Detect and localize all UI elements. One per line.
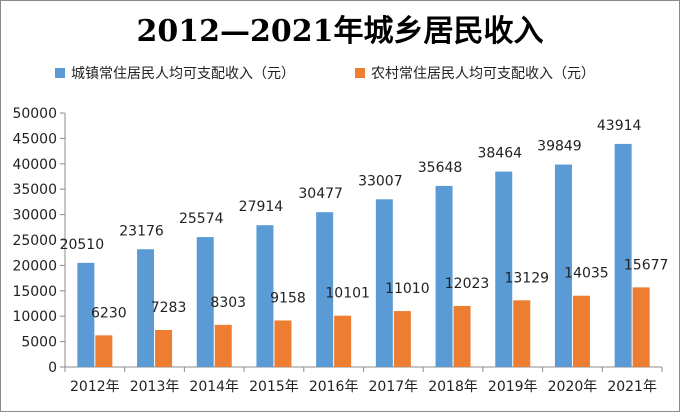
bar-urban [375,199,393,367]
y-tick-label: 5000 [21,335,57,351]
data-label-rural: 10101 [325,286,370,302]
bar-urban [614,143,632,367]
legend-entry-rural: 农村常住居民人均可支配收入（元） [355,64,595,82]
y-tick-label: 15000 [12,284,57,300]
data-label-rural: 13129 [504,270,549,286]
x-tick-label: 2017年 [369,379,419,395]
bar-rural [95,335,113,367]
data-label-rural: 6230 [91,305,127,321]
bar-urban [77,262,95,367]
data-label-urban: 23176 [119,223,164,239]
x-tick-label: 2018年 [428,379,478,395]
bar-rural [572,295,590,367]
bar-rural [453,305,471,367]
y-tick-label: 45000 [12,131,57,147]
data-label-urban: 43914 [597,118,642,134]
data-label-urban: 27914 [239,199,284,215]
bar-rural [274,320,292,367]
bar-urban [316,212,334,367]
bar-rural [393,311,411,367]
data-label-rural: 8303 [210,295,246,311]
legend-label-rural: 农村常住居民人均可支配收入（元） [371,66,595,82]
bar-rural [334,315,352,367]
x-tick-label: 2012年 [70,379,120,395]
data-label-urban: 35648 [418,160,463,176]
data-label-rural: 11010 [385,281,430,297]
chart-title: 2012—2021年城乡居民收入 [136,14,544,49]
data-label-rural: 14035 [564,266,609,282]
y-tick-label: 50000 [12,106,57,122]
bar-urban [495,171,513,367]
data-label-urban: 30477 [298,186,343,202]
bar-rural [513,300,531,367]
data-label-urban: 20510 [60,237,105,253]
y-tick-label: 25000 [12,233,57,249]
bar-urban [256,225,274,367]
bar-urban [554,164,572,367]
data-label-rural: 12023 [445,276,490,292]
legend-swatch-rural [355,68,365,78]
legend-label-urban: 城镇常住居民人均可支配收入（元） [71,66,295,82]
y-tick-label: 35000 [12,182,57,198]
data-label-rural: 7283 [151,300,187,316]
data-label-urban: 38464 [477,146,522,162]
bar-urban [435,185,453,367]
y-tick-label: 30000 [12,208,57,224]
legend-swatch-urban [55,68,65,78]
y-tick-label: 40000 [12,157,57,173]
y-tick-label: 0 [48,360,57,376]
bar-rural [632,287,650,367]
x-tick-label: 2016年 [309,379,359,395]
x-tick-label: 2014年 [189,379,239,395]
y-tick-label: 20000 [12,258,57,274]
data-label-urban: 33007 [358,173,403,189]
data-label-urban: 25574 [179,211,224,227]
bar-urban [137,249,155,367]
x-tick-label: 2020年 [548,379,598,395]
x-tick-label: 2021年 [607,379,657,395]
x-tick-label: 2013年 [130,379,180,395]
legend-entry-urban: 城镇常住居民人均可支配收入（元） [55,64,295,82]
y-tick-label: 10000 [12,309,57,325]
data-label-rural: 9158 [270,290,306,306]
bar-rural [214,324,232,367]
bar-urban [196,237,214,367]
bar-rural [155,330,173,367]
data-label-rural: 15677 [624,257,669,273]
data-label-urban: 39849 [537,139,582,155]
x-tick-label: 2015年 [249,379,299,395]
x-tick-label: 2019年 [488,379,538,395]
